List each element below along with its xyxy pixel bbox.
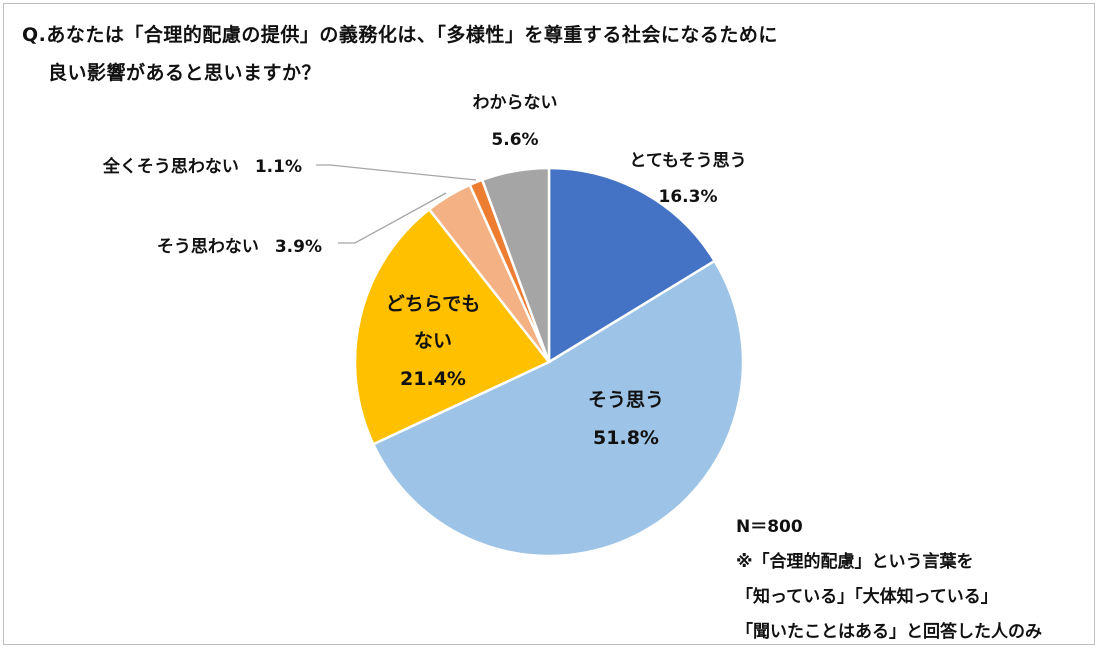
slice-4-label: そう思わない 3.9%	[157, 237, 322, 257]
slice-4-category-label: そう思わない	[157, 237, 259, 257]
slice-1-category-label: とてもそう思う	[629, 151, 746, 171]
slice-5-value-label: 1.1%	[255, 157, 302, 177]
note-line2: 「知っている」「大体知っている」	[736, 587, 998, 607]
chart-title-line2: 良い影響があると思いますか？	[48, 62, 322, 84]
slice-1-value-label: 16.3%	[659, 187, 718, 207]
slice-4-value-label: 3.9%	[275, 237, 322, 257]
note-line3: 「聞いたことはある」と回答した人のみ	[736, 622, 1042, 642]
slice-2-wedge	[371, 259, 745, 558]
slice-5-label: 全くそう思わない 1.1%	[102, 156, 302, 177]
leader-lines	[316, 164, 477, 244]
sample-note: N＝800 ※「合理的配慮」という言葉を 「知っている」「大体知っている」 「聞…	[736, 510, 1042, 650]
slice-6-value-label: 5.6%	[491, 130, 538, 150]
slice-3-value-label: 21.4%	[400, 368, 466, 390]
slice-3-category-label-1: どちらでも	[386, 293, 480, 315]
slice-5-leader-line	[316, 164, 477, 181]
slice-3-category-label-2: ない	[414, 330, 452, 352]
slice-2-category-label: そう思う	[588, 389, 664, 411]
slice-4-leader-line	[338, 192, 447, 244]
slice-1-wedge	[547, 166, 717, 365]
slice-6-wedge	[480, 166, 551, 363]
slice-3-wedge	[353, 207, 551, 446]
pie-slices	[353, 166, 745, 558]
slice-5-category-label: 全くそう思わない	[102, 156, 239, 177]
chart-title-line1: Q.あなたは「合理的配慮の提供」の義務化は、「多様性」を尊重する社会になるために	[22, 24, 778, 46]
chart-title: Q.あなたは「合理的配慮の提供」の義務化は、「多様性」を尊重する社会になるために…	[22, 16, 778, 92]
sample-size: N＝800	[736, 517, 803, 537]
note-line1: ※「合理的配慮」という言葉を	[736, 552, 974, 572]
slice-2-value-label: 51.8%	[593, 427, 659, 449]
slice-6-category-label: わからない	[473, 93, 558, 113]
